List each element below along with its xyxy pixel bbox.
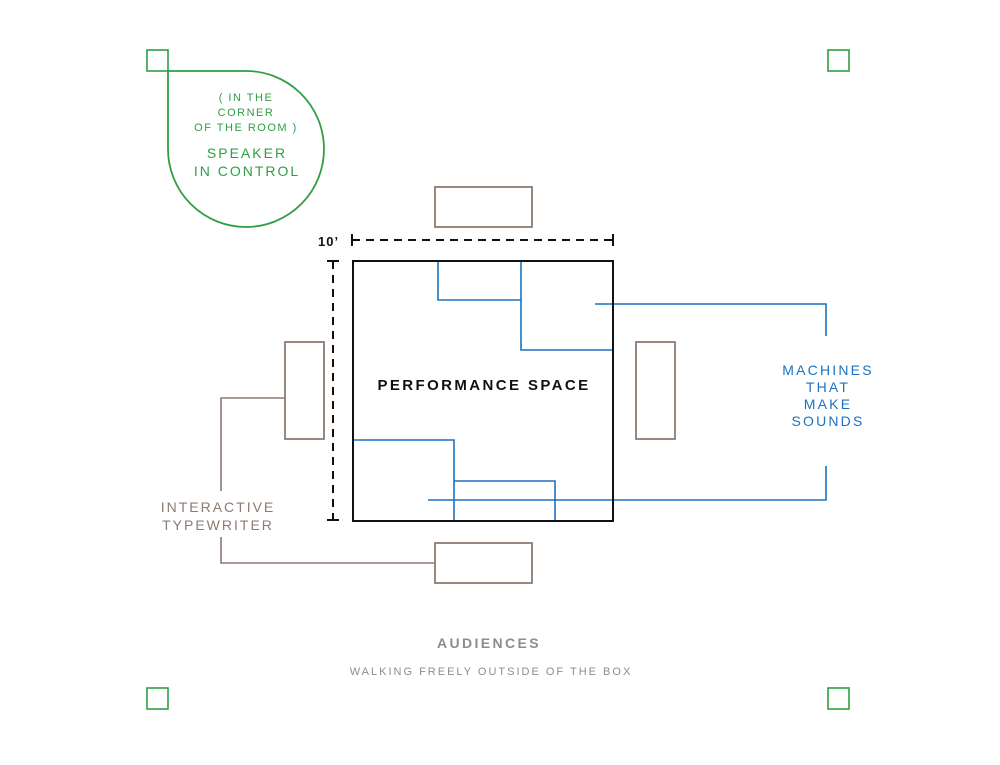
machine-line-bottom-mid (454, 480, 556, 520)
speaker-note-line-3: OF THE ROOM ) (194, 122, 298, 134)
machines-label-line-3: MAKE (804, 396, 852, 412)
corner-marker-top-right (827, 49, 850, 72)
audiences-subtitle: WALKING FREELY OUTSIDE OF THE BOX (350, 666, 633, 678)
typewriter-connector-bottom (220, 537, 435, 564)
speaker-label-line-2: IN CONTROL (194, 163, 300, 179)
machines-label-line-2: THAT (806, 379, 850, 395)
typewriter-label-line-1: INTERACTIVE (161, 499, 276, 515)
typewriter-box-right (635, 341, 676, 440)
corner-marker-bottom-left (146, 687, 169, 710)
corner-marker-top-left (146, 49, 169, 72)
machine-connector-top (595, 303, 827, 336)
typewriter-box-bottom (434, 542, 533, 584)
machines-label-line-4: SOUNDS (791, 413, 864, 429)
audiences-title: AUDIENCES (437, 635, 541, 651)
typewriter-connector-left (220, 397, 285, 491)
speaker-teardrop-outline (167, 70, 325, 228)
machine-connector-bottom (428, 466, 827, 501)
machine-line-top-left (437, 261, 521, 301)
typewriter-label-line-2: TYPEWRITER (162, 517, 274, 533)
performance-space-box (352, 260, 614, 522)
speaker-note-line-1: ( IN THE (219, 92, 274, 104)
corner-marker-bottom-right (827, 687, 850, 710)
machine-line-top-right (520, 261, 613, 351)
typewriter-box-top (434, 186, 533, 228)
dimension-label: 10’ (318, 234, 339, 249)
speaker-label-line-1: SPEAKER (207, 145, 287, 161)
typewriter-box-left (284, 341, 325, 440)
machine-line-bottom-left (353, 439, 455, 520)
performance-space-label: PERFORMANCE SPACE (377, 377, 590, 394)
machines-label-line-1: MACHINES (782, 362, 874, 378)
speaker-note-line-2: CORNER (218, 107, 275, 119)
